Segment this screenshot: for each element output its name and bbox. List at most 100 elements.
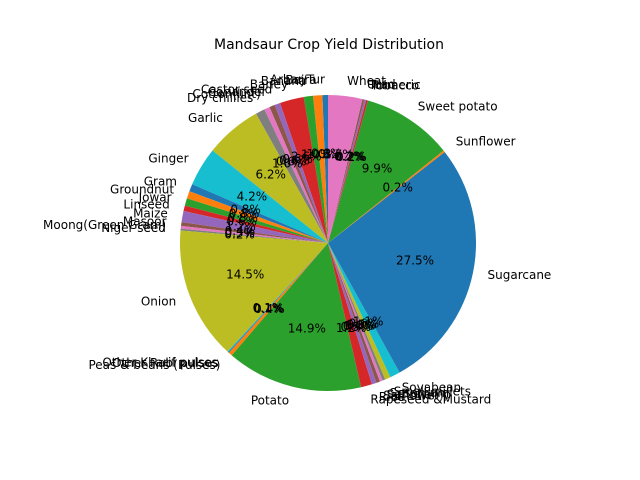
slice-percent-garlic: 6.2%: [255, 168, 286, 182]
slice-percent-turmeric: 0.2%: [335, 150, 366, 164]
slice-percent-sannhamp: 0.3%: [345, 318, 376, 332]
slice-label-ginger: Ginger: [148, 152, 188, 166]
slice-label-banana: Banana: [261, 74, 307, 88]
pie-slice-masoor: [180, 222, 328, 243]
pie-slice-dry-chillies: [255, 109, 328, 244]
slice-label-sesamum: Sesamum: [390, 386, 450, 400]
slice-label-sweet-potato: Sweet potato: [418, 100, 498, 114]
pie-slice-niger-seed: [180, 228, 328, 243]
pie-slice-maize: [181, 211, 328, 243]
slice-percent-moong-green-gram: 0.3%: [224, 226, 255, 240]
slice-label-peas-beans-pulses: Peas & beans (Pulses): [88, 358, 220, 372]
slice-percent-safflower: 0.4%: [343, 319, 374, 333]
slice-label-urad: Urad: [367, 77, 396, 91]
pie-slice-groundnut: [186, 191, 328, 243]
slice-label-linseed: Linseed: [123, 197, 169, 211]
slice-label-arhar-tur: Arhar/Tur: [270, 73, 325, 87]
chart-title: Mandsaur Crop Yield Distribution: [214, 37, 444, 53]
slice-percent-small-millets: 0.6%: [349, 317, 380, 331]
pie-slice-rapeseed-mustard: [328, 243, 372, 388]
slice-label-jowar: Jowar: [138, 190, 172, 204]
pie-slice-soyabean: [328, 243, 400, 378]
slice-percent-jowar: 0.8%: [227, 211, 258, 225]
slice-label-barley: Barley: [250, 78, 288, 92]
pie-slice-safflower: [328, 243, 380, 383]
slice-label-niger-seed: Niger seed: [101, 221, 166, 235]
pie-slice-jowar: [184, 198, 328, 243]
slice-percent-rapeseed-mustard: 1.2%: [336, 321, 367, 335]
slice-label-bajra: Bajra: [285, 73, 316, 87]
slice-percent-sugarcane: 27.5%: [396, 253, 434, 267]
pie-slice-banana: [303, 95, 328, 243]
slice-percent-rice: 0.5%: [340, 320, 371, 334]
slice-label-potato: Potato: [251, 394, 289, 408]
slice-percent-groundnut: 0.8%: [229, 207, 260, 221]
slice-percent-niger-seed: 0.2%: [224, 228, 255, 242]
pie-slice-turmeric: [328, 99, 367, 244]
pie-slice-other-kharif-pulses: [227, 243, 328, 353]
pie-slice-small-millets: [328, 243, 391, 380]
slice-percent-coriander: 0.6%: [279, 153, 310, 167]
slice-percent-tobacco: 0.2%: [336, 150, 367, 164]
pie-slice-potato: [231, 243, 362, 391]
slice-percent-sweet-potato: 9.9%: [362, 161, 393, 175]
pie-slice-sannhamp: [328, 243, 383, 382]
slice-label-tobacco: Tobacco: [370, 79, 419, 93]
slice-label-rice: Rice: [379, 390, 405, 404]
slice-percent-onion: 14.5%: [226, 268, 264, 282]
slice-label-cotton-lint: Cotton(lint): [192, 87, 260, 101]
pie-slice-garlic: [212, 113, 328, 244]
pie-slices: [179, 95, 476, 391]
slice-label-turmeric: Turmeric: [368, 78, 421, 92]
slice-label-garlic: Garlic: [188, 111, 223, 125]
slice-label-sannhamp: Sannhamp: [387, 387, 451, 401]
slice-label-gram: Gram: [144, 175, 177, 189]
slice-label-masoor: Masoor: [123, 215, 167, 229]
slice-label-sunflower: Sunflower: [456, 135, 516, 149]
slice-percent-masoor: 0.4%: [225, 224, 256, 238]
slice-label-castor-seed: Castor seed: [201, 83, 272, 97]
pie-slice-sunflower: [328, 150, 445, 243]
pie-slice-gram: [189, 184, 328, 243]
slice-percent-dry-chillies: 1.0%: [272, 157, 303, 171]
pie-slice-castor-seed: [274, 103, 328, 243]
slice-percent-arhar-tur: 0.6%: [311, 147, 342, 161]
pie-slice-sweet-potato: [328, 100, 444, 244]
pie-slice-peas-beans-pulses: [228, 243, 328, 356]
slice-percent-maize: 1.2%: [225, 220, 256, 234]
slice-label-groundnut: Groundnut: [110, 182, 174, 196]
pie-slice-urad: [328, 99, 365, 243]
pie-slice-coriander: [269, 104, 328, 244]
slice-label-dry-chillies: Dry chillies: [187, 91, 253, 105]
slice-percent-cotton-lint: 0.6%: [276, 155, 307, 169]
pie-slice-linseed: [183, 205, 328, 243]
pie-slice-wheat: [328, 95, 363, 243]
pie-slice-barley: [279, 97, 328, 243]
slice-label-wheat: Wheat: [347, 74, 386, 88]
slice-label-other-kharif-pulses: Other Kharif pulses: [102, 355, 217, 369]
slice-percent-other-rabi-pulses: 0.1%: [253, 301, 284, 315]
slice-label-onion: Onion: [141, 294, 176, 308]
slice-percent-linseed: 0.6%: [226, 215, 257, 229]
slice-percent-gram: 0.8%: [230, 202, 261, 216]
pie-slice-cotton-lint: [264, 107, 328, 243]
slice-percent-sesamum: 0.3%: [346, 318, 377, 332]
pie-slice-bajra: [312, 95, 328, 243]
slice-percent-ginger: 4.2%: [237, 190, 268, 204]
pie-slice-tobacco: [328, 99, 368, 244]
slice-percent-banana: 1.0%: [301, 148, 332, 162]
pie-slice-sesamum: [328, 243, 386, 381]
slice-percent-barley: 2.6%: [291, 149, 322, 163]
slice-label-coriander: Coriander: [208, 85, 267, 99]
slice-label-sugarcane: Sugarcane: [488, 268, 552, 282]
slice-percent-castor-seed: 0.6%: [282, 152, 313, 166]
slice-label-safflower: Safflower: [383, 389, 439, 403]
slice-percent-sunflower: 0.2%: [382, 180, 413, 194]
slice-percent-peas-beans-pulses: 0.4%: [254, 302, 285, 316]
pie-slice-other-rabi-pulses: [228, 243, 328, 353]
pie-slice-onion: [179, 230, 328, 352]
slice-label-other-rabi-pulses: Other Rabi pulses: [112, 356, 219, 370]
slice-label-rapeseed-mustard: Rapeseed &Mustard: [370, 393, 491, 407]
